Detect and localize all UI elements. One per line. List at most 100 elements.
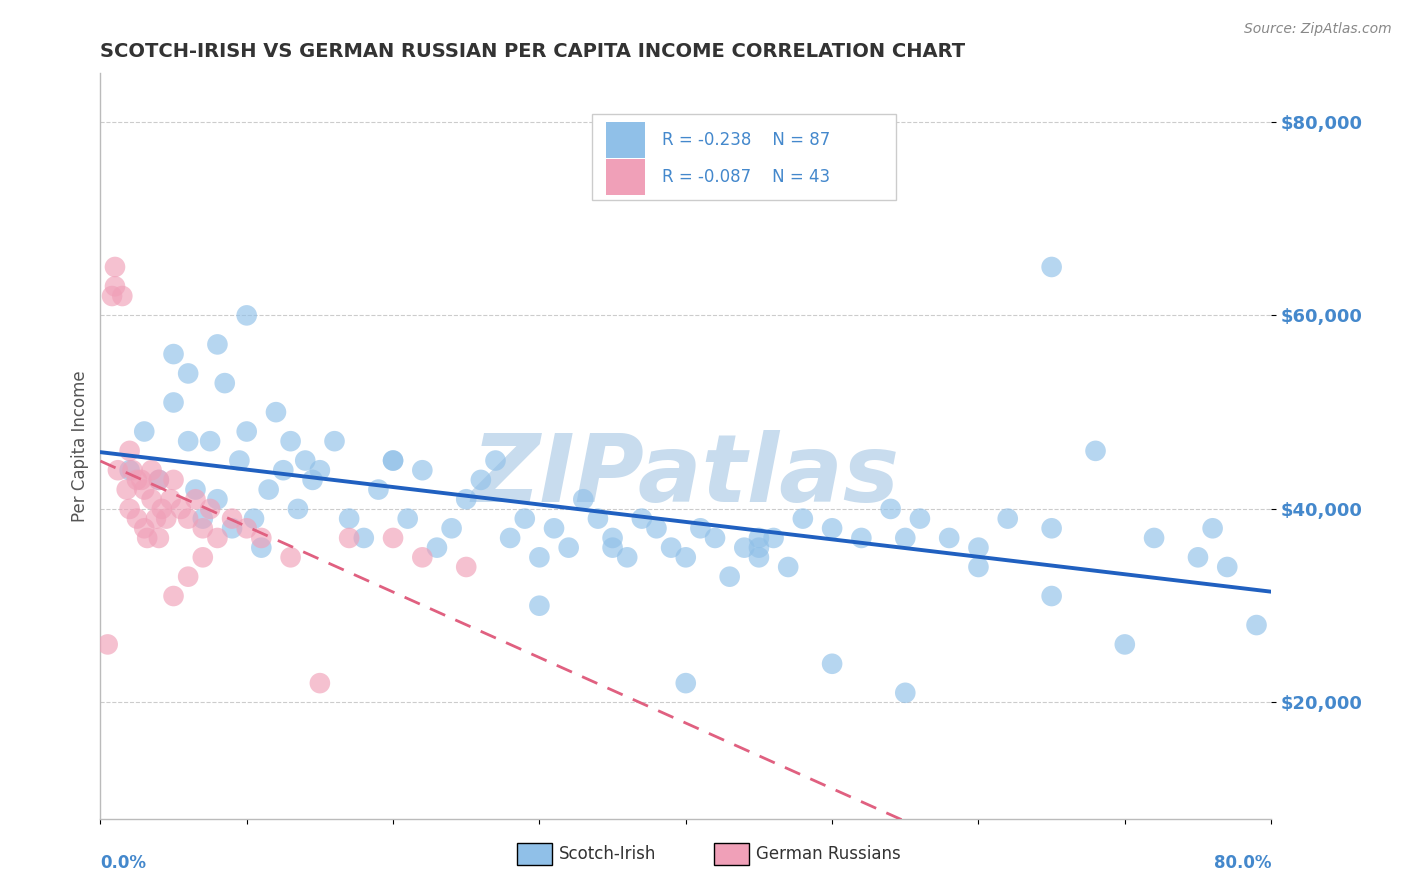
Point (1201, 521, 1223, 535)
Point (456, 492, 478, 507)
Point (184, 492, 207, 507)
Point (162, 589, 184, 603)
Point (207, 337, 229, 351)
Point (170, 502, 193, 516)
Point (221, 521, 243, 535)
Point (411, 463, 433, 477)
Text: SCOTCH-IRISH VS GERMAN RUSSIAN PER CAPITA INCOME CORRELATION CHART: SCOTCH-IRISH VS GERMAN RUSSIAN PER CAPIT… (100, 42, 966, 61)
Point (704, 531, 727, 545)
Point (778, 560, 800, 574)
Text: R = -0.087    N = 43: R = -0.087 N = 43 (662, 168, 831, 186)
Point (821, 521, 844, 535)
Point (382, 453, 405, 467)
Point (235, 309, 257, 323)
Point (177, 434, 200, 449)
Text: Scotch-Irish: Scotch-Irish (560, 846, 657, 863)
Text: 0.0%: 0.0% (100, 855, 146, 872)
FancyBboxPatch shape (606, 122, 645, 158)
Point (198, 502, 221, 516)
Point (894, 531, 917, 545)
Point (121, 463, 143, 477)
Point (718, 569, 741, 583)
Point (602, 531, 624, 545)
Point (572, 492, 595, 507)
Point (499, 531, 522, 545)
Point (250, 541, 273, 555)
Point (675, 550, 697, 565)
Point (323, 434, 346, 449)
Point (337, 531, 360, 545)
Point (177, 511, 200, 525)
Point (243, 511, 266, 525)
Point (1246, 618, 1268, 632)
Point (280, 550, 302, 565)
Point (513, 511, 536, 525)
Point (748, 541, 770, 555)
Point (118, 443, 141, 458)
Point (198, 434, 221, 449)
Point (586, 511, 609, 525)
Point (908, 511, 931, 525)
Point (162, 347, 184, 361)
Point (762, 531, 785, 545)
Point (141, 463, 163, 477)
Point (159, 492, 181, 507)
Point (337, 511, 360, 525)
Point (967, 541, 990, 555)
Point (426, 541, 449, 555)
Point (1040, 521, 1063, 535)
Point (938, 531, 960, 545)
Point (543, 521, 565, 535)
Point (967, 560, 990, 574)
Point (235, 521, 257, 535)
Point (134, 483, 156, 497)
Point (148, 473, 170, 487)
Point (294, 453, 316, 467)
Point (131, 473, 153, 487)
Point (162, 473, 184, 487)
Point (118, 502, 141, 516)
Point (529, 599, 551, 613)
Point (115, 483, 138, 497)
Point (821, 657, 844, 671)
Point (101, 289, 124, 303)
Point (191, 550, 214, 565)
Point (484, 453, 506, 467)
Point (1040, 260, 1063, 274)
Point (382, 453, 405, 467)
Point (235, 425, 257, 439)
Point (145, 511, 167, 525)
Point (631, 511, 654, 525)
Point (733, 541, 755, 555)
Point (118, 463, 141, 477)
Point (748, 550, 770, 565)
Point (440, 521, 463, 535)
Point (207, 492, 229, 507)
Point (616, 550, 638, 565)
Point (136, 531, 159, 545)
Point (280, 434, 302, 449)
Point (1114, 637, 1136, 651)
Point (134, 425, 156, 439)
Point (367, 483, 389, 497)
Point (257, 483, 280, 497)
Point (894, 686, 917, 700)
Point (382, 531, 405, 545)
Point (264, 405, 287, 419)
Point (150, 502, 173, 516)
Text: German Russians: German Russians (756, 846, 901, 863)
Text: Source: ZipAtlas.com: Source: ZipAtlas.com (1244, 22, 1392, 37)
Point (1216, 560, 1239, 574)
Point (1143, 531, 1166, 545)
Point (353, 531, 375, 545)
Point (309, 463, 332, 477)
Point (411, 550, 433, 565)
Point (675, 676, 697, 690)
Point (529, 550, 551, 565)
Point (162, 395, 184, 409)
Point (177, 367, 200, 381)
Point (1084, 443, 1107, 458)
Point (141, 492, 163, 507)
Point (191, 511, 214, 525)
Point (228, 453, 250, 467)
